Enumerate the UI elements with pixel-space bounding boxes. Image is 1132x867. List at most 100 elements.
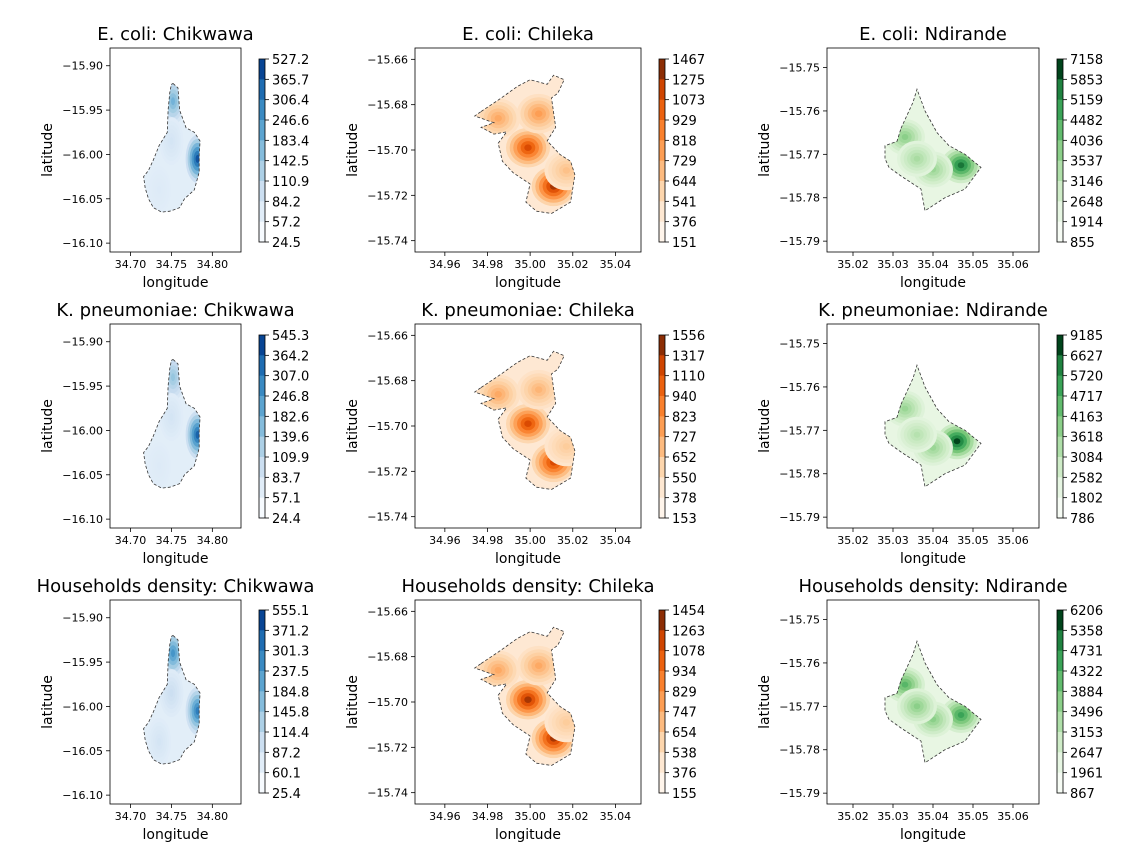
colorbar-tick-label: 4163	[1070, 410, 1103, 425]
colorbar-segment	[1057, 99, 1063, 121]
x-tick-label: 35.03	[877, 258, 909, 271]
colorbar-segment	[659, 732, 665, 753]
colorbar-tick-label: 2648	[1070, 195, 1103, 210]
colorbar-tick-label: 6627	[1070, 349, 1103, 364]
colorbar-segment	[259, 59, 265, 80]
colorbar-segment	[1057, 160, 1063, 182]
subplot-1: E. coli: Chikwawa 34.70 34.75 34.80 −15.90 −1…	[40, 24, 309, 291]
colorbar-segment	[1057, 477, 1063, 499]
x-tick-label: 35.02	[557, 258, 589, 271]
y-axis-label: latitude	[757, 123, 773, 177]
colorbar-tick-label: 654	[672, 726, 697, 741]
hotspot-contour	[195, 430, 200, 439]
y-tick-label: −15.76	[779, 381, 820, 394]
colorbar-segment	[259, 610, 265, 631]
region-boundary	[143, 635, 201, 765]
x-tick-label: 35.03	[877, 810, 909, 823]
y-tick-label: −15.78	[779, 192, 820, 205]
colorbar-tick-label: 929	[672, 114, 697, 129]
colorbar-tick-label: 110.9	[272, 175, 309, 190]
colorbar-tick-label: 5358	[1070, 624, 1103, 639]
colorbar-segment	[1057, 221, 1063, 243]
colorbar-segment	[259, 396, 265, 417]
hotspot-contour	[157, 737, 162, 746]
colorbar-tick-label: 376	[672, 216, 697, 231]
hotspot-contour	[913, 703, 921, 710]
colorbar-tick-label: 151	[672, 236, 697, 251]
colorbar-tick-label: 1078	[672, 645, 705, 660]
hotspot-contour	[901, 405, 909, 412]
x-axis-label: longitude	[143, 275, 209, 291]
y-tick-label: −15.90	[62, 612, 103, 625]
colorbar-tick-label: 5853	[1070, 73, 1103, 88]
colorbar-segment	[659, 355, 665, 377]
x-tick-label: 35.05	[957, 810, 989, 823]
region-boundary	[473, 74, 576, 214]
colorbar-tick-label: 855	[1070, 236, 1095, 251]
colorbar-segment	[659, 610, 665, 631]
colorbar-segment	[1057, 752, 1063, 774]
y-tick-label: −15.74	[367, 235, 408, 248]
colorbar: 6206 5358 4731 4322 3884 3496 3153 2647 1961 867	[1056, 604, 1103, 802]
y-tick-label: −16.05	[62, 745, 103, 758]
colorbar-frame	[658, 334, 666, 519]
subplot-2: E. coli: Chileka 34.96 34.98 35.00 35.02 35.0…	[345, 24, 705, 291]
subplot-title: Households density: Chileka	[401, 576, 654, 597]
x-tick-label: 34.96	[429, 534, 461, 547]
colorbar-segment	[259, 650, 265, 672]
colorbar-tick-label: 25.4	[272, 787, 301, 802]
colorbar-tick-label: 3537	[1070, 155, 1103, 170]
colorbar-segment	[659, 140, 665, 162]
hotspot-contour	[169, 689, 174, 698]
y-tick-label: −15.79	[779, 787, 820, 800]
hotspot-contour	[901, 681, 909, 688]
subplot-title: K. pneumoniae: Chileka	[421, 300, 635, 321]
colorbar-tick-label: 378	[672, 492, 697, 507]
colorbar-tick-label: 555.1	[272, 604, 309, 619]
x-tick-label: 35.06	[997, 534, 1029, 547]
x-tick-label: 35.02	[557, 810, 589, 823]
y-axis-label: latitude	[40, 399, 56, 453]
hotspot-contour	[913, 431, 921, 438]
hotspot-contour	[171, 97, 175, 106]
colorbar-segment	[659, 160, 665, 182]
subplot-8: Households density: Chileka 34.96 34.98 35.…	[345, 576, 705, 843]
hotspot-contour	[562, 167, 571, 174]
x-axis-label: longitude	[143, 827, 209, 843]
colorbar-segment	[659, 772, 665, 794]
colorbar-segment	[659, 671, 665, 692]
colorbar-tick-label: 24.4	[272, 512, 301, 527]
colorbar-tick-label: 9185	[1070, 329, 1103, 344]
colorbar-tick-label: 3618	[1070, 431, 1103, 446]
colorbar-tick-label: 83.7	[272, 471, 301, 486]
x-tick-label: 35.06	[997, 258, 1029, 271]
colorbar-segment	[659, 477, 665, 499]
colorbar-tick-label: 1556	[672, 329, 705, 344]
y-axis-label: latitude	[345, 123, 361, 177]
y-tick-label: −15.74	[367, 511, 408, 524]
subplot-3: E. coli: Ndirande 35.02 35.03 35.04 35.05 35.…	[757, 24, 1103, 291]
colorbar-tick-label: 545.3	[272, 329, 309, 344]
hotspot-contour	[535, 662, 543, 669]
y-tick-label: −15.76	[779, 105, 820, 118]
subplot-title: K. pneumoniae: Chikwawa	[56, 300, 294, 321]
y-tick-label: −15.68	[367, 651, 408, 664]
subplot-title: Households density: Chikwawa	[37, 576, 315, 597]
colorbar-frame	[1056, 334, 1064, 519]
colorbar-segment	[1057, 610, 1063, 631]
colorbar-tick-label: 139.6	[272, 431, 309, 446]
colorbar-tick-label: 183.4	[272, 134, 309, 149]
colorbar-tick-label: 3153	[1070, 726, 1103, 741]
colorbar-segment	[659, 711, 665, 733]
x-tick-label: 34.96	[429, 258, 461, 271]
colorbar-segment	[659, 752, 665, 774]
colorbar-segment	[1057, 497, 1063, 519]
colorbar-tick-label: 1275	[672, 73, 705, 88]
colorbar-tick-label: 538	[672, 746, 697, 761]
hotspot-contour	[157, 461, 162, 470]
y-tick-label: −15.66	[367, 53, 408, 66]
colorbar-tick-label: 4322	[1070, 665, 1103, 680]
x-axis-label: longitude	[495, 551, 561, 567]
region-boundary	[143, 359, 201, 489]
region-boundary	[143, 83, 201, 213]
